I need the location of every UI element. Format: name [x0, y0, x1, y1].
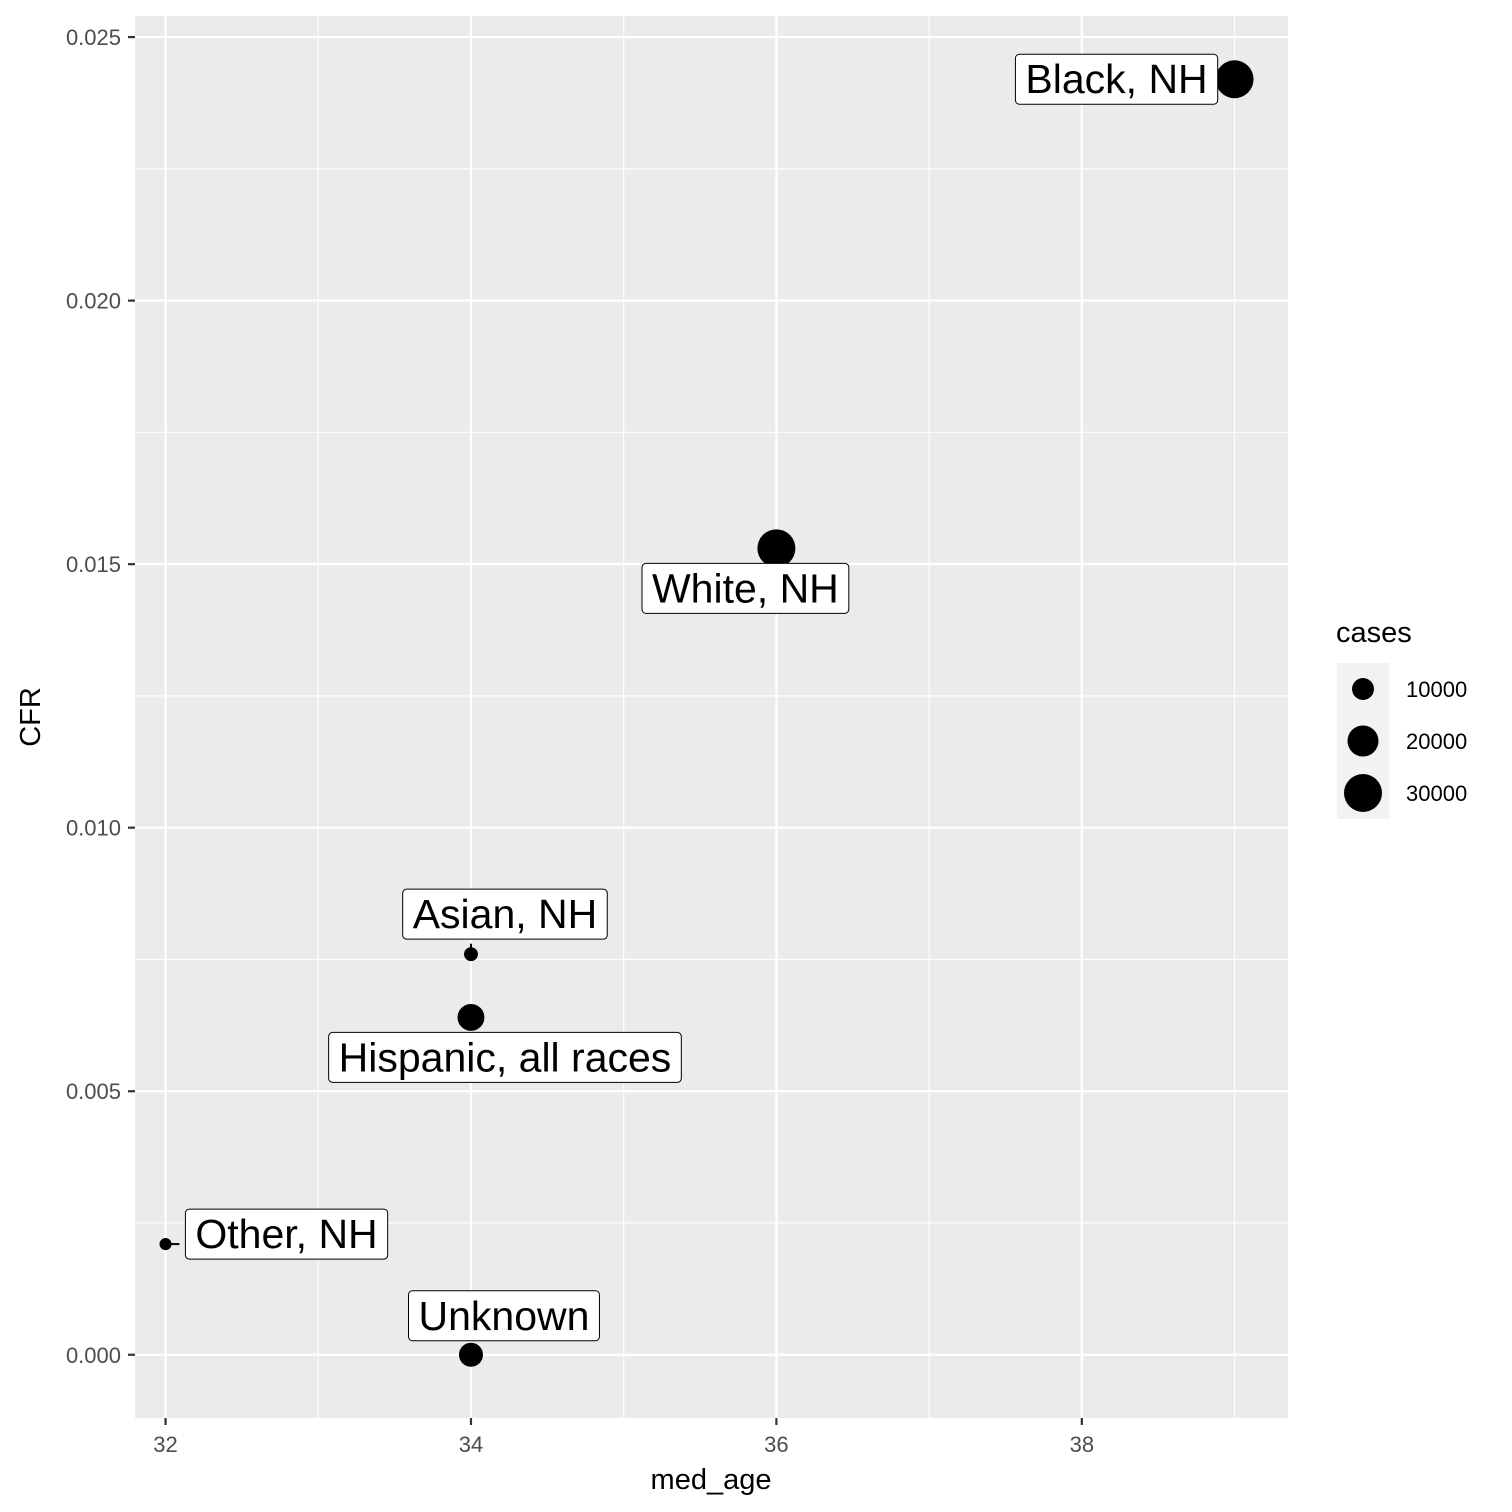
y-axis: 0.000 0.005 0.010 0.015 0.020 0.025	[66, 25, 135, 1368]
size-legend: cases 10000 20000 30000	[1336, 617, 1467, 819]
x-axis: 32 34 36 38	[153, 1418, 1094, 1457]
legend-size-key	[1347, 725, 1379, 757]
data-point	[1215, 60, 1254, 99]
y-tick-label: 0.000	[66, 1343, 121, 1368]
legend-size-key	[1352, 678, 1374, 700]
point-label: Hispanic, all races	[339, 1034, 672, 1080]
data-point	[464, 947, 478, 962]
point-label-box	[328, 1031, 682, 1083]
legend-entry-label: 10000	[1406, 677, 1467, 702]
y-tick-label: 0.020	[66, 289, 121, 314]
plot-panel	[135, 16, 1288, 1418]
data-point	[457, 1003, 485, 1031]
y-tick-label: 0.025	[66, 25, 121, 50]
legend-title: cases	[1336, 617, 1412, 649]
x-tick-label: 32	[153, 1432, 177, 1457]
point-label: Unknown	[419, 1293, 590, 1339]
x-tick-label: 38	[1070, 1432, 1094, 1457]
legend-entry-label: 20000	[1406, 729, 1467, 754]
y-tick-label: 0.005	[66, 1079, 121, 1104]
minor-gridlines	[135, 16, 1288, 1418]
point-label: Black, NH	[1025, 56, 1207, 102]
point-labels: Black, NH White, NH Asian, NH Hispanic, all…	[184, 53, 1219, 1342]
y-tick-label: 0.015	[66, 552, 121, 577]
data-points	[159, 60, 1254, 1367]
y-axis-title: CFR	[15, 687, 47, 747]
x-tick-label: 34	[459, 1432, 483, 1457]
point-label-box	[184, 1208, 389, 1260]
x-axis-title: med_age	[651, 1464, 772, 1496]
point-label-box	[408, 1290, 600, 1342]
legend-entry-label: 30000	[1406, 781, 1467, 806]
legend-size-key	[1344, 774, 1382, 812]
data-point	[757, 529, 796, 568]
point-label-box	[1014, 53, 1219, 105]
x-tick-label: 36	[764, 1432, 788, 1457]
point-label: Other, NH	[195, 1211, 377, 1257]
point-label: White, NH	[652, 565, 839, 611]
data-point	[159, 1238, 172, 1251]
point-label-box	[402, 888, 608, 940]
point-label: Asian, NH	[413, 891, 598, 937]
y-tick-label: 0.010	[66, 816, 121, 841]
point-label-box	[641, 562, 850, 614]
data-point	[458, 1342, 483, 1367]
